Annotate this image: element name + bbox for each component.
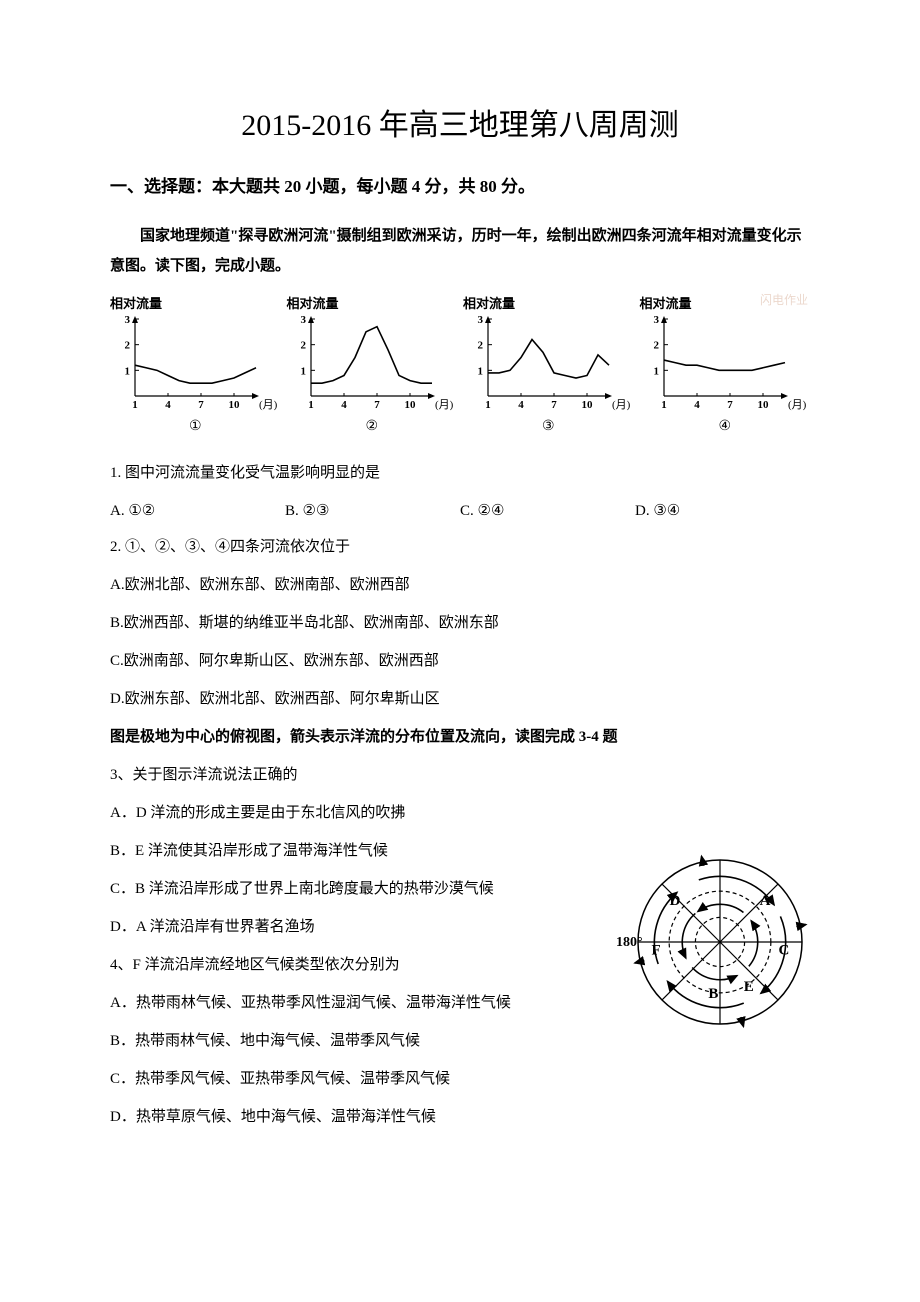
svg-text:4: 4 <box>165 399 171 411</box>
svg-text:7: 7 <box>198 399 204 411</box>
q4-opt-b: B．热带雨林气候、地中海气候、温带季风气候 <box>110 1023 605 1059</box>
svg-text:A: A <box>760 893 771 909</box>
svg-text:2: 2 <box>301 339 307 351</box>
svg-text:4: 4 <box>695 399 701 411</box>
q3-text: 3、关于图示洋流说法正确的 <box>110 757 605 793</box>
q1-opt-a: A. ①② <box>110 493 285 529</box>
q1-opt-b: B. ②③ <box>285 493 460 529</box>
svg-text:10: 10 <box>581 399 593 411</box>
q3-opt-c: C．B 洋流沿岸形成了世界上南北跨度最大的热带沙漠气候 <box>110 871 605 907</box>
svg-text:3: 3 <box>654 314 660 326</box>
svg-text:7: 7 <box>375 399 381 411</box>
svg-text:10: 10 <box>228 399 240 411</box>
svg-text:C: C <box>779 942 790 958</box>
svg-text:E: E <box>744 979 754 995</box>
chart-ylabel-2: 相对流量 <box>287 293 339 312</box>
watermark: 闪电作业 <box>760 291 808 308</box>
chart-caption-3: ③ <box>542 418 555 435</box>
svg-text:3: 3 <box>477 314 483 326</box>
q2-text: 2. ①、②、③、④四条河流依次位于 <box>110 529 810 565</box>
svg-text:1: 1 <box>132 399 138 411</box>
charts-row: 相对流量 1 2 3 1 4 7 10 (月) ① 相对流量 1 2 3 1 4 7 10 (月) ② 相对… <box>110 293 810 435</box>
svg-text:10: 10 <box>405 399 417 411</box>
svg-text:(月): (月) <box>612 399 631 411</box>
chart-svg-1: 1 2 3 1 4 7 10 (月) <box>113 314 278 414</box>
section-header: 一、选择题：本大题共 20 小题，每小题 4 分，共 80 分。 <box>110 172 810 203</box>
chart-svg-4: 1 2 3 1 4 7 10 (月) <box>642 314 807 414</box>
q4-opt-a: A．热带雨林气候、亚热带季风性湿润气候、温带海洋性气候 <box>110 985 605 1021</box>
svg-text:1: 1 <box>662 399 668 411</box>
chart-svg-3: 1 2 3 1 4 7 10 (月) <box>466 314 631 414</box>
svg-text:2: 2 <box>124 339 130 351</box>
q1-opt-c: C. ②④ <box>460 493 635 529</box>
q4-opt-c: C．热带季风气候、亚热带季风气候、温带季风气候 <box>110 1061 605 1097</box>
svg-text:1: 1 <box>485 399 491 411</box>
chart-ylabel-1: 相对流量 <box>110 293 162 312</box>
chart-3: 相对流量 1 2 3 1 4 7 10 (月) ③ <box>463 293 634 435</box>
q1-opt-d: D. ③④ <box>635 493 810 529</box>
svg-text:10: 10 <box>758 399 770 411</box>
svg-text:1: 1 <box>309 399 315 411</box>
q4-opt-d: D．热带草原气候、地中海气候、温带海洋性气候 <box>110 1099 605 1135</box>
chart-svg-2: 1 2 3 1 4 7 10 (月) <box>289 314 454 414</box>
q4-text: 4、F 洋流沿岸流经地区气候类型依次分别为 <box>110 947 605 983</box>
chart-caption-1: ① <box>189 418 202 435</box>
q1-options: A. ①② B. ②③ C. ②④ D. ③④ <box>110 493 810 529</box>
q1-text: 1. 图中河流流量变化受气温影响明显的是 <box>110 455 810 491</box>
svg-text:B: B <box>708 985 718 1001</box>
svg-text:7: 7 <box>551 399 557 411</box>
svg-text:1: 1 <box>301 365 307 377</box>
polar-intro: 图是极地为中心的俯视图，箭头表示洋流的分布位置及流向，读图完成 3-4 题 <box>110 719 810 755</box>
chart-2: 相对流量 1 2 3 1 4 7 10 (月) ② <box>287 293 458 435</box>
chart-ylabel-4: 相对流量 <box>640 293 692 312</box>
chart-4: 相对流量 1 2 3 1 4 7 10 (月) ④ 闪电作业 <box>640 293 811 435</box>
chart-1: 相对流量 1 2 3 1 4 7 10 (月) ① <box>110 293 281 435</box>
svg-text:1: 1 <box>654 365 660 377</box>
svg-text:F: F <box>651 942 660 958</box>
page-title: 2015-2016 年高三地理第八周周测 <box>110 100 810 144</box>
svg-text:(月): (月) <box>259 399 278 411</box>
svg-text:(月): (月) <box>788 399 807 411</box>
svg-text:2: 2 <box>477 339 483 351</box>
svg-text:3: 3 <box>301 314 307 326</box>
q2-opt-d: D.欧洲东部、欧洲北部、欧洲西部、阿尔卑斯山区 <box>110 681 810 717</box>
q3-opt-a: A．D 洋流的形成主要是由于东北信风的吹拂 <box>110 795 605 831</box>
svg-text:1: 1 <box>124 365 130 377</box>
svg-text:7: 7 <box>728 399 734 411</box>
svg-text:2: 2 <box>654 339 660 351</box>
polar-diagram: 180° A B C D E F <box>615 847 810 1047</box>
svg-text:1: 1 <box>477 365 483 377</box>
svg-text:180°: 180° <box>616 935 643 950</box>
svg-text:4: 4 <box>342 399 348 411</box>
q3-opt-d: D．A 洋流沿岸有世界著名渔场 <box>110 909 605 945</box>
svg-text:D: D <box>669 893 680 909</box>
intro-text: 国家地理频道"探寻欧洲河流"摄制组到欧洲采访，历时一年，绘制出欧洲四条河流年相对… <box>110 221 810 281</box>
chart-ylabel-3: 相对流量 <box>463 293 515 312</box>
chart-caption-2: ② <box>365 418 378 435</box>
q3-opt-b: B．E 洋流使其沿岸形成了温带海洋性气候 <box>110 833 605 869</box>
q2-opt-a: A.欧洲北部、欧洲东部、欧洲南部、欧洲西部 <box>110 567 810 603</box>
q2-opt-c: C.欧洲南部、阿尔卑斯山区、欧洲东部、欧洲西部 <box>110 643 810 679</box>
svg-text:3: 3 <box>124 314 130 326</box>
q2-opt-b: B.欧洲西部、斯堪的纳维亚半岛北部、欧洲南部、欧洲东部 <box>110 605 810 641</box>
svg-text:4: 4 <box>518 399 524 411</box>
chart-caption-4: ④ <box>718 418 731 435</box>
svg-text:(月): (月) <box>435 399 454 411</box>
